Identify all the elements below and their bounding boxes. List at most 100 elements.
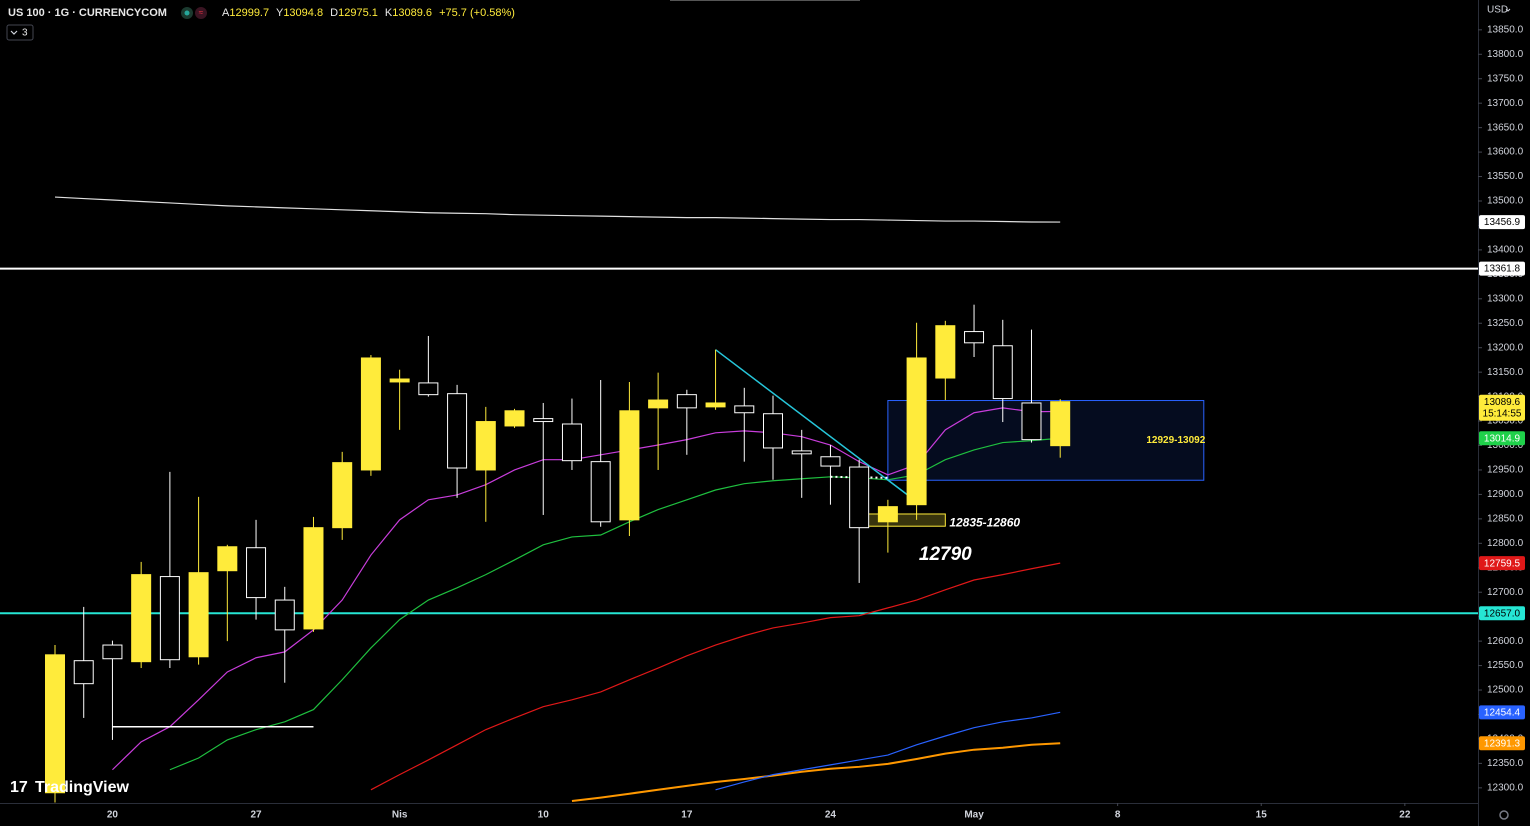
candle-body [217, 546, 238, 572]
ohlc-label: A [222, 7, 230, 19]
candle-body [763, 413, 783, 449]
ohlc-label: K [385, 7, 393, 19]
market-icon-glyph: ≈ [199, 8, 204, 17]
ohlc-value: 12975.1 [338, 7, 378, 19]
candle-body [274, 599, 295, 631]
candle-body [504, 410, 525, 427]
ohlc-label: D [330, 7, 338, 19]
status-dot [184, 10, 190, 16]
indicator-count: 3 [22, 28, 28, 39]
price-label-bg [1479, 215, 1525, 230]
indicator-toggle[interactable] [6, 24, 34, 41]
trend-line [715, 349, 918, 503]
candle-body [73, 660, 94, 685]
candle-body [418, 382, 439, 396]
y-tick-label: 12950.0 [1487, 465, 1524, 476]
currency[interactable]: USD [1487, 5, 1508, 16]
price-label: 13361.8 [1484, 264, 1521, 275]
price-label: 12759.5 [1484, 558, 1521, 569]
candle-body [849, 466, 870, 529]
last-price-bg [1479, 394, 1525, 421]
y-tick-label: 12300.0 [1487, 782, 1524, 793]
candle-body [619, 410, 640, 521]
x-tick-label: 24 [825, 810, 837, 821]
candle-body [45, 654, 65, 794]
symbol: US 100 · 1G · CURRENCYCOM [8, 7, 167, 19]
y-tick-label: 13800.0 [1487, 49, 1524, 60]
x-tick-label: 22 [1399, 810, 1411, 821]
x-tick-label: May [964, 810, 984, 821]
candle-body [561, 423, 582, 462]
price-label-bg [1479, 705, 1525, 720]
candle-body [648, 399, 669, 409]
candle-body [676, 394, 697, 409]
candle-body [590, 461, 611, 523]
change: +75.7 (+0.58%) [439, 7, 515, 19]
candle-body [1050, 401, 1071, 447]
y-tick-label: 12350.0 [1487, 758, 1524, 769]
chevron [10, 30, 18, 35]
y-tick-label: 13500.0 [1487, 196, 1524, 207]
price-zone [887, 400, 1205, 481]
candle-body [533, 418, 554, 423]
countdown: 15:14:55 [1483, 408, 1522, 419]
candle-body [705, 402, 726, 408]
y-tick-label: 13300.0 [1487, 293, 1524, 304]
price-label-bg [1479, 736, 1525, 751]
x-tick-label: 15 [1256, 810, 1268, 821]
x-tick-label: 8 [1115, 810, 1121, 821]
ohlc-label: Y [276, 7, 284, 19]
price-label-bg [1479, 606, 1525, 621]
y-tick-label: 13600.0 [1487, 147, 1524, 158]
axes: 12300.012350.012400.012450.012500.012550… [107, 24, 1525, 821]
candle-body [734, 405, 755, 414]
y-tick-label: 13850.0 [1487, 24, 1524, 35]
moving-average [54, 196, 1061, 223]
moving-average [571, 742, 1061, 803]
moving-average [370, 562, 1061, 791]
price-label-bg [1479, 431, 1525, 446]
ohlc-value: 12999.7 [229, 7, 269, 19]
plot-area: 12929-13092 12835-12860 12790 [0, 196, 1478, 803]
x-tick-label: 27 [250, 810, 262, 821]
y-tick-label: 12700.0 [1487, 587, 1524, 598]
y-tick-label: 13000.0 [1487, 440, 1524, 451]
zone-label: 12929-13092 [1146, 435, 1205, 446]
y-tick-label: 13650.0 [1487, 122, 1524, 133]
price-label: 12391.3 [1484, 738, 1521, 749]
candle-body [246, 547, 267, 599]
candle-body [159, 576, 180, 661]
logo-mark: 17 [10, 779, 28, 796]
candle-body [1021, 402, 1042, 441]
price-label: 13456.9 [1484, 217, 1521, 228]
candle-body [820, 456, 841, 467]
y-tick-label: 13750.0 [1487, 73, 1524, 84]
ohlc: A12999.7 Y13094.8 D12975.1 K13089.6 +75.… [222, 7, 515, 19]
candle-body [303, 527, 324, 630]
candle-body [964, 331, 985, 344]
candle-body [188, 572, 209, 658]
ohlc-value: 13089.6 [392, 7, 432, 19]
candle-body [360, 357, 381, 471]
price-label: 12454.4 [1484, 707, 1521, 718]
candle-body [447, 393, 468, 469]
y-tick-label: 13050.0 [1487, 416, 1524, 427]
last-price: 13089.6 [1484, 397, 1521, 408]
candle-body [102, 644, 123, 660]
price-label: 13014.9 [1484, 433, 1521, 444]
price-label: 12657.0 [1484, 608, 1521, 619]
x-tick-label: 17 [681, 810, 693, 821]
settings-icon[interactable] [1499, 810, 1509, 820]
market-icon [195, 7, 207, 19]
annotation: 12790 [919, 544, 972, 565]
candle-body [131, 574, 152, 663]
y-tick-label: 13250.0 [1487, 318, 1524, 329]
y-tick-label: 12800.0 [1487, 538, 1524, 549]
moving-average [715, 711, 1061, 791]
x-tick-label: 20 [107, 810, 119, 821]
price-zone [858, 513, 946, 527]
price-label-bg [1479, 556, 1525, 571]
y-tick-label: 13150.0 [1487, 367, 1524, 378]
x-tick-label: Nis [392, 810, 408, 821]
